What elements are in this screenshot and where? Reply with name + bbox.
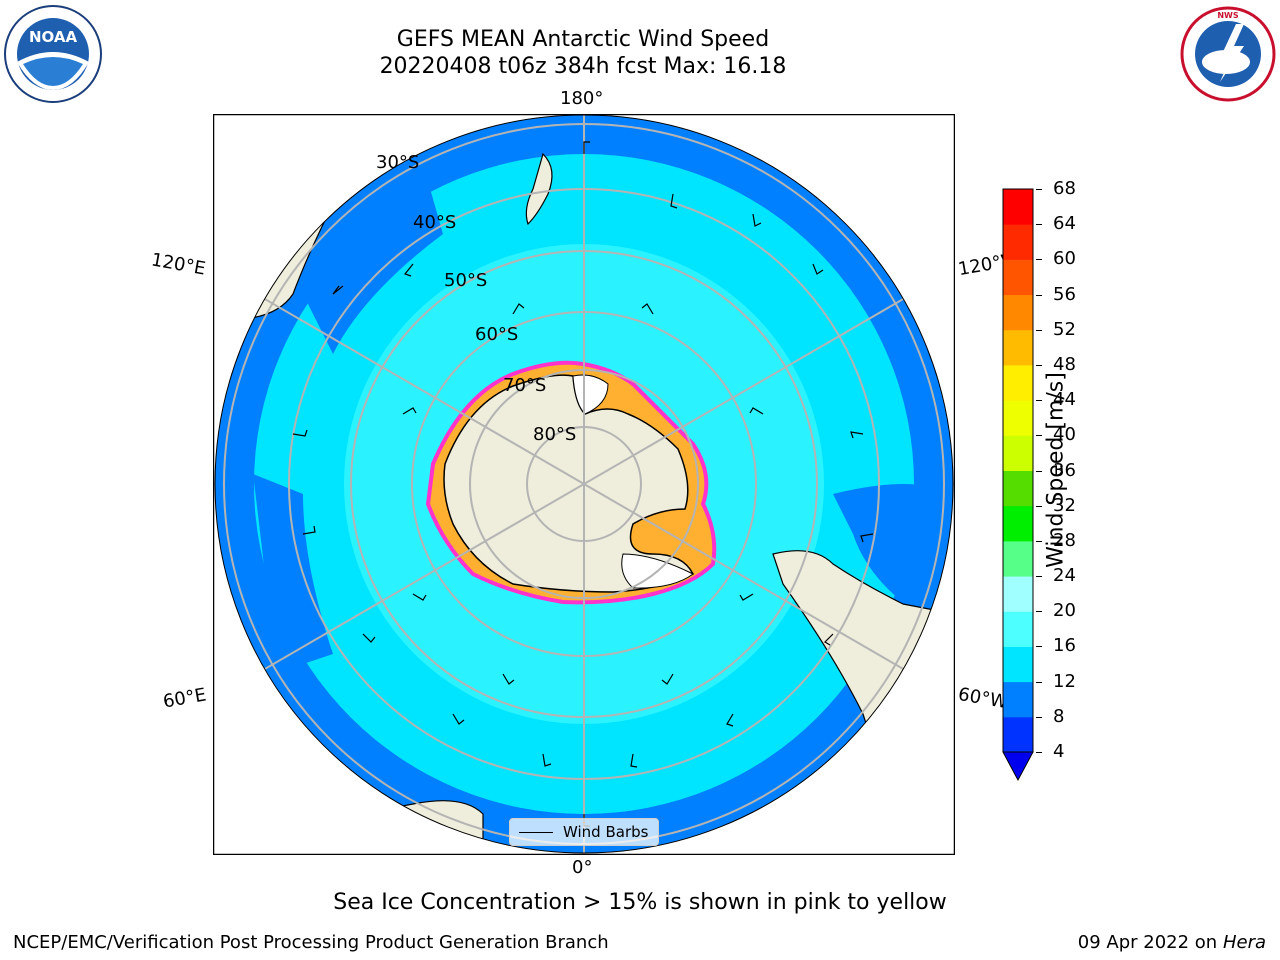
colorbar-segment	[1003, 364, 1033, 401]
colorbar-tick-mark	[1036, 505, 1042, 507]
footer-branch: NCEP/EMC/Verification Post Processing Pr…	[13, 932, 609, 953]
sea-ice-caption: Sea Ice Concentration > 15% is shown in …	[333, 890, 947, 915]
colorbar-segment	[1003, 329, 1033, 366]
colorbar-tick-mark	[1036, 224, 1042, 226]
colorbar-segment	[1003, 576, 1033, 612]
colorbar-segment	[1003, 470, 1033, 507]
noaa-wordmark: NOAA	[29, 28, 78, 46]
legend-line-swatch	[519, 831, 553, 833]
colorbar-tick-mark	[1036, 646, 1042, 648]
colorbar-tick-label: 32	[1053, 494, 1076, 516]
colorbar-tick-label: 20	[1053, 600, 1076, 622]
colorbar-tick-mark	[1036, 259, 1042, 261]
lon-label-120e: 120°E	[149, 249, 208, 280]
colorbar-segment	[1003, 435, 1033, 471]
colorbar-segment	[1003, 611, 1033, 647]
lat-label-30s: 30°S	[376, 152, 420, 173]
colorbar-segment	[1003, 224, 1033, 260]
colorbar-tick-label: 60	[1053, 248, 1076, 270]
colorbar-tick-label: 56	[1053, 283, 1076, 305]
colorbar-segment	[1003, 681, 1033, 718]
colorbar-tick-mark	[1036, 435, 1042, 437]
colorbar-tick-label: 24	[1053, 565, 1076, 587]
colorbar-label: Wind Speed [m/s]	[1043, 372, 1069, 568]
lon-label-180: 180°	[560, 88, 604, 109]
lat-label-50s: 50°S	[444, 270, 488, 291]
colorbar-tick-label: 52	[1053, 318, 1076, 340]
colorbar-tick-mark	[1036, 611, 1042, 613]
colorbar-tick-mark	[1036, 400, 1042, 402]
lat-label-70s: 70°S	[503, 375, 547, 396]
colorbar-segment	[1003, 716, 1033, 753]
colorbar-tick-label: 40	[1053, 424, 1076, 446]
colorbar-segment	[1003, 505, 1033, 542]
legend-label: Wind Barbs	[563, 823, 649, 841]
new-zealand-land	[525, 152, 553, 226]
noaa-logo: NOAA	[4, 5, 102, 103]
colorbar-tick-label: 36	[1053, 459, 1076, 481]
lat-label-80s: 80°S	[533, 424, 577, 445]
colorbar-tick-label: 8	[1053, 705, 1065, 727]
colorbar-tick-mark	[1036, 329, 1042, 331]
colorbar-segment	[1003, 646, 1033, 683]
colorbar-tick-mark	[1036, 470, 1042, 472]
chart-title: GEFS MEAN Antarctic Wind Speed	[396, 27, 770, 52]
polar-map	[213, 114, 955, 855]
colorbar-tick-mark	[1036, 681, 1042, 683]
colorbar-tick-label: 16	[1053, 635, 1076, 657]
colorbar-tick-label: 4	[1053, 741, 1065, 762]
colorbar-tick-mark	[1036, 540, 1042, 542]
colorbar-segment	[1003, 294, 1033, 331]
lat-label-60s: 60°S	[475, 324, 519, 345]
colorbar-tick-label: 68	[1053, 178, 1076, 199]
colorbar-tick-label: 28	[1053, 529, 1076, 551]
svg-text:NWS: NWS	[1217, 11, 1239, 20]
colorbar-tick-label: 12	[1053, 670, 1076, 692]
colorbar-tick-mark	[1036, 364, 1042, 366]
colorbar-segment	[1003, 540, 1033, 577]
wind-barb-legend: Wind Barbs	[509, 818, 659, 846]
colorbar-segment	[1003, 259, 1033, 296]
colorbar-tick-mark	[1036, 576, 1042, 578]
lon-label-0: 0°	[572, 857, 593, 878]
lat-label-40s: 40°S	[413, 212, 457, 233]
footer-date: 09 Apr 2022 on Hera	[1078, 932, 1266, 953]
colorbar-tick-mark	[1036, 189, 1042, 190]
colorbar-segment	[1003, 189, 1033, 225]
nws-logo: NWS	[1180, 6, 1276, 102]
footer-date-text: 09 Apr 2022 on	[1077, 932, 1223, 953]
chart-subtitle: 20220408 t06z 384h fcst Max: 16.18	[379, 54, 787, 79]
colorbar-tick-mark	[1036, 752, 1042, 753]
colorbar-tick-label: 64	[1053, 213, 1076, 235]
colorbar-tick-mark	[1036, 294, 1042, 296]
colorbar-tick-mark	[1036, 716, 1042, 718]
footer-host: Hera	[1222, 932, 1266, 953]
colorbar-tick-label: 44	[1053, 389, 1076, 411]
wind-barbs	[292, 141, 874, 827]
lon-label-60e: 60°E	[161, 684, 208, 713]
colorbar-tick-label: 48	[1053, 353, 1076, 375]
colorbar-segment	[1003, 400, 1033, 436]
colorbar	[1002, 188, 1034, 782]
